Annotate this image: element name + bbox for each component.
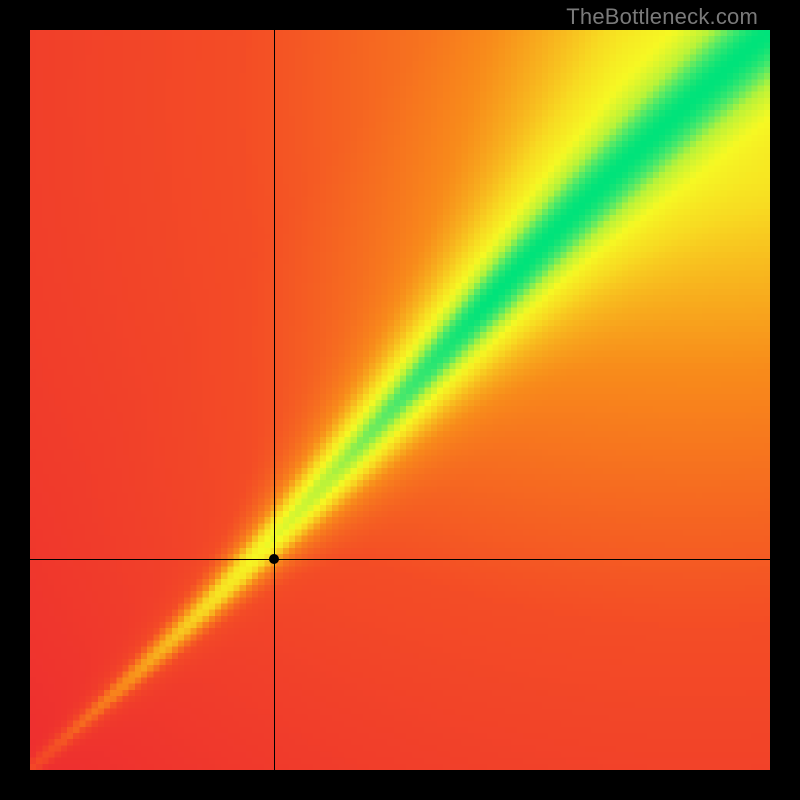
crosshair-horizontal [30, 559, 770, 560]
heatmap-canvas [30, 30, 770, 770]
crosshair-vertical [274, 30, 275, 770]
heatmap-plot [30, 30, 770, 770]
crosshair-marker [269, 554, 279, 564]
watermark: TheBottleneck.com [566, 4, 758, 30]
